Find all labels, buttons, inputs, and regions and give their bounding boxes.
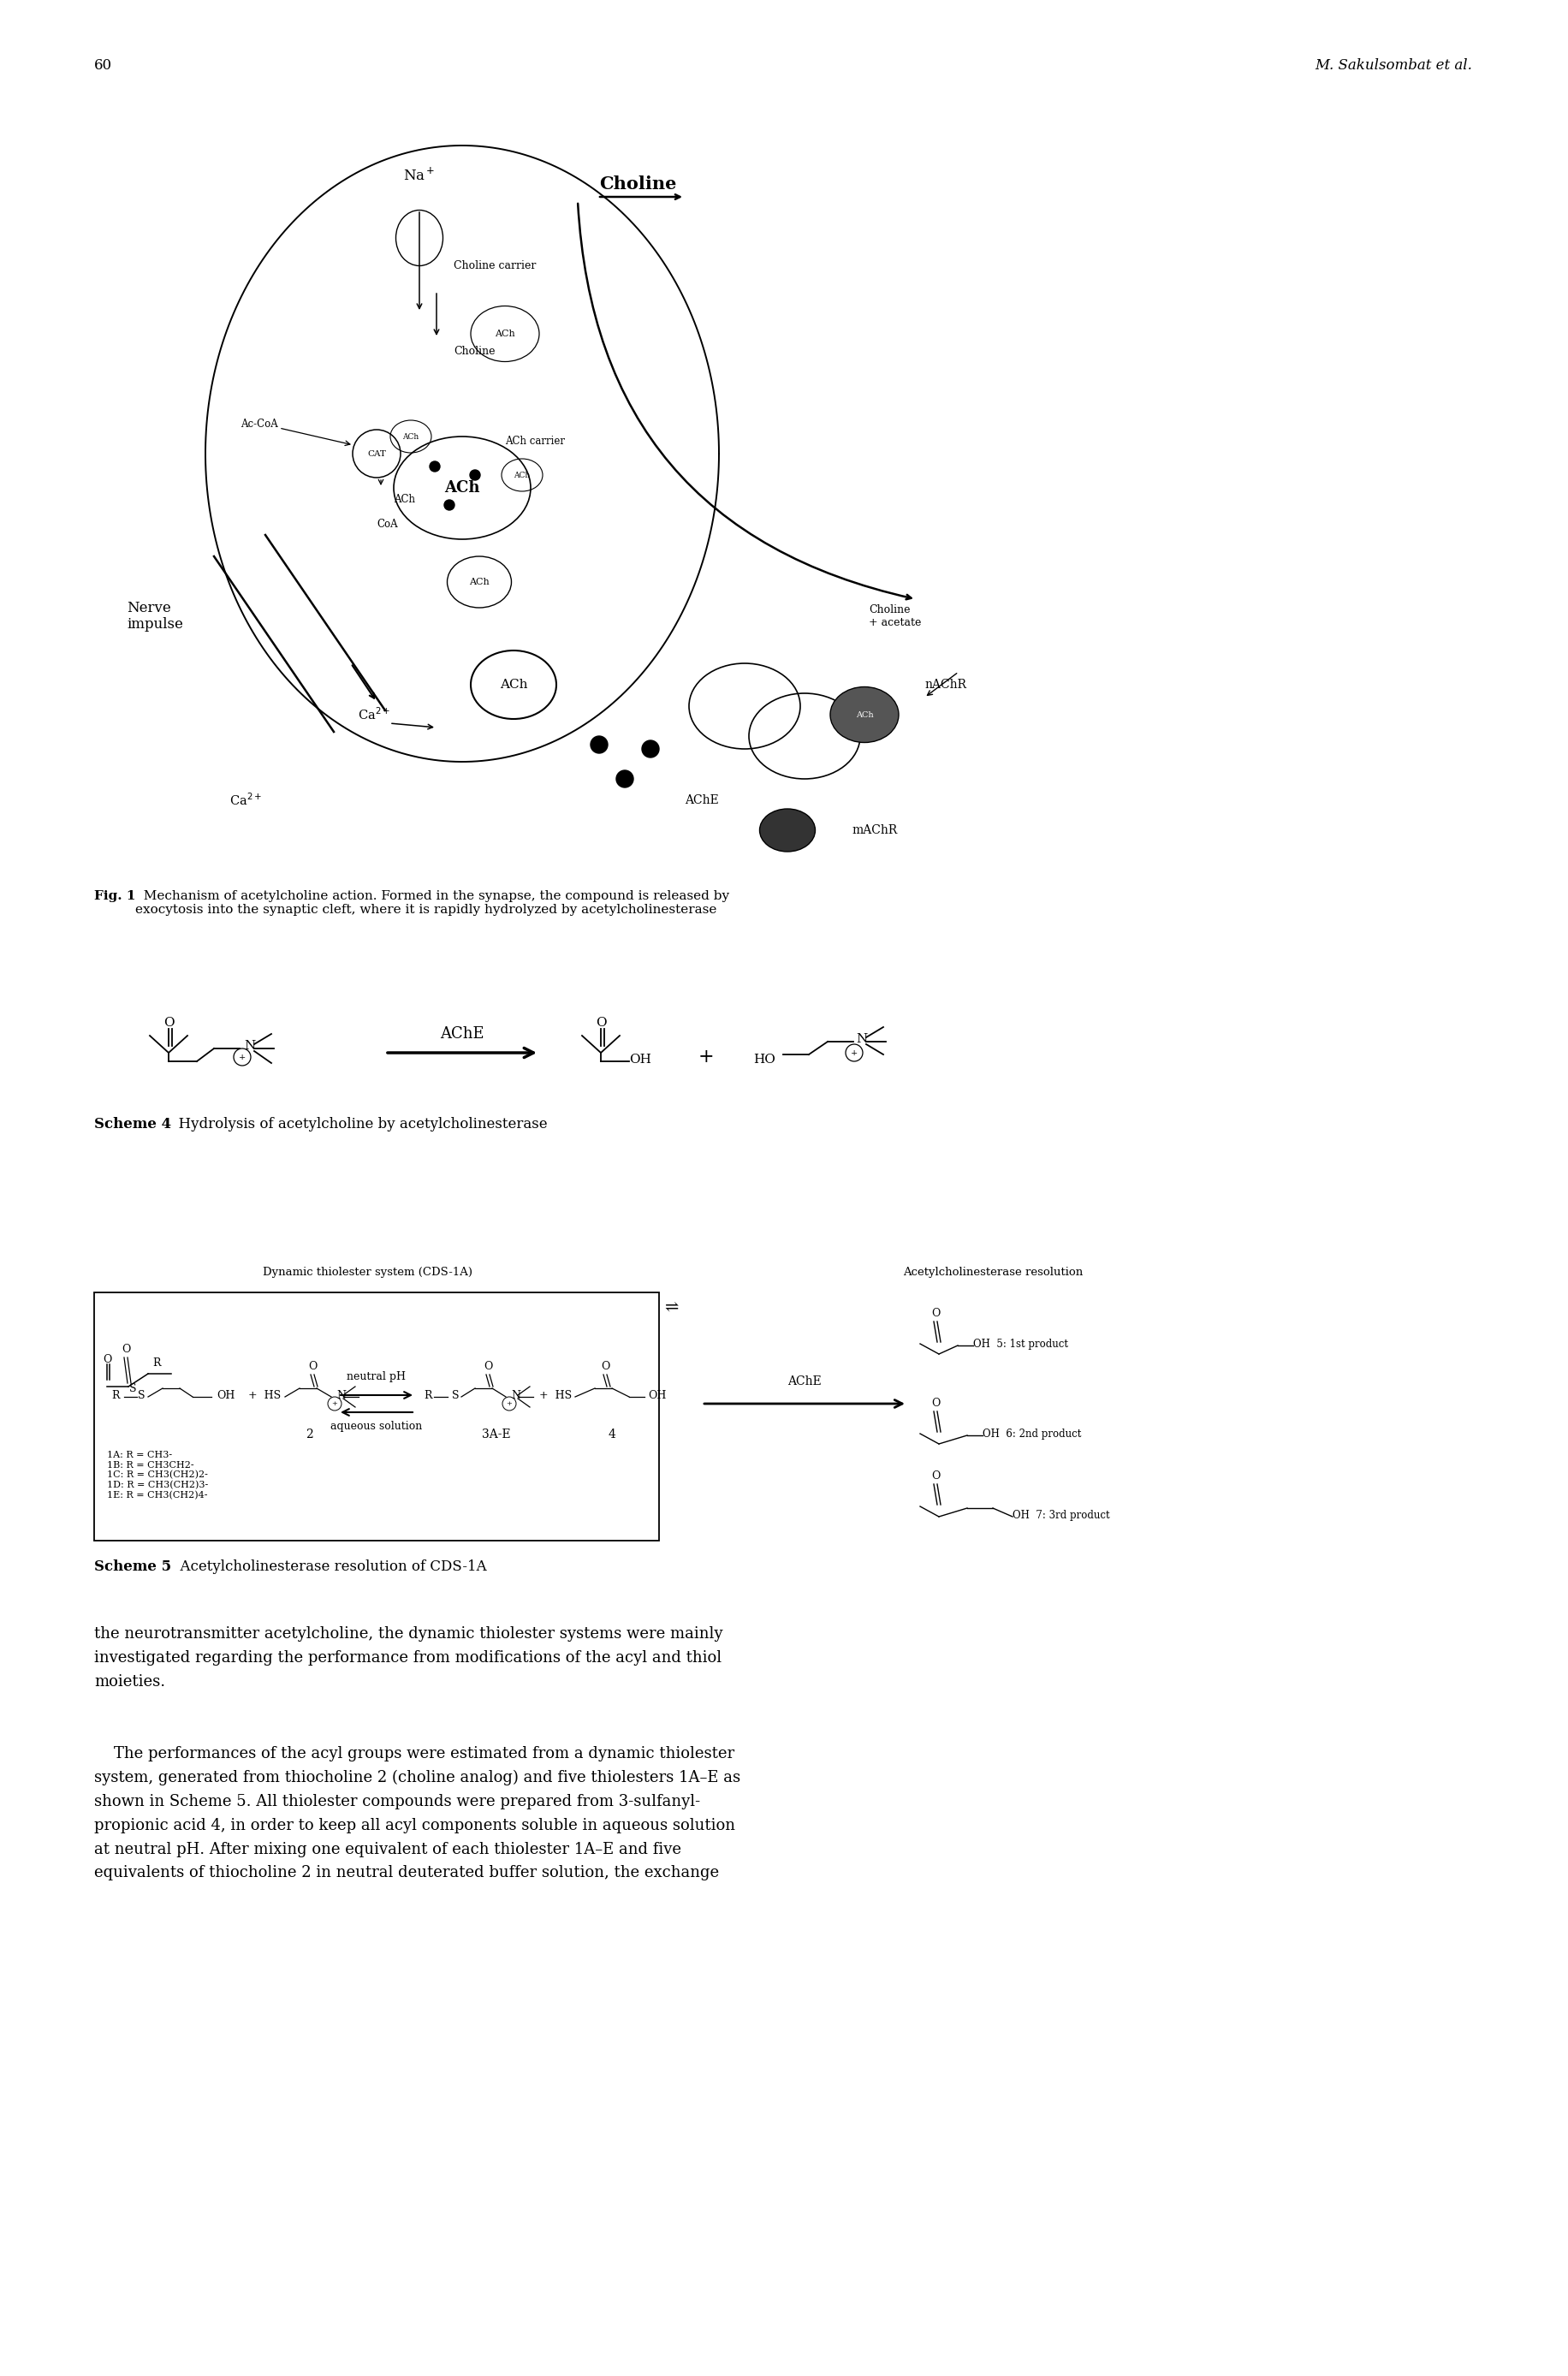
Text: Scheme 4: Scheme 4: [94, 1117, 171, 1131]
Text: Choline: Choline: [453, 345, 495, 356]
Circle shape: [470, 470, 480, 480]
Text: OH: OH: [216, 1390, 235, 1402]
Text: the neurotransmitter acetylcholine, the dynamic thiolester systems were mainly
i: the neurotransmitter acetylcholine, the …: [94, 1625, 723, 1689]
Text: Choline carrier: Choline carrier: [453, 259, 536, 271]
Circle shape: [444, 499, 455, 511]
Text: Ac-CoA: Ac-CoA: [240, 418, 278, 430]
Text: O: O: [596, 1017, 605, 1029]
Text: O: O: [102, 1354, 111, 1364]
Text: ACh: ACh: [403, 432, 419, 440]
Text: ACh: ACh: [499, 680, 527, 691]
Text: Nerve
impulse: Nerve impulse: [127, 601, 183, 632]
Text: aqueous solution: aqueous solution: [331, 1421, 422, 1433]
Text: R: R: [111, 1390, 119, 1402]
Text: S: S: [129, 1383, 136, 1395]
Text: S: S: [452, 1390, 459, 1402]
Circle shape: [430, 461, 439, 470]
Text: Choline: Choline: [599, 176, 676, 192]
Text: HO: HO: [753, 1053, 775, 1064]
Text: ACh: ACh: [394, 494, 416, 504]
Text: O: O: [930, 1471, 939, 1483]
Circle shape: [590, 737, 607, 753]
Text: ACh: ACh: [855, 710, 873, 718]
Text: +: +: [698, 1048, 713, 1067]
Text: O: O: [601, 1361, 610, 1371]
Text: Mechanism of acetylcholine action. Formed in the synapse, the compound is releas: Mechanism of acetylcholine action. Forme…: [135, 891, 729, 917]
Text: ACh: ACh: [444, 480, 480, 497]
Text: O: O: [307, 1361, 317, 1371]
Text: 3A-E: 3A-E: [481, 1428, 511, 1440]
Text: OH  7: 3rd product: OH 7: 3rd product: [1011, 1509, 1109, 1521]
Text: CAT: CAT: [367, 449, 386, 459]
Text: O: O: [483, 1361, 492, 1371]
Text: N: N: [511, 1390, 521, 1402]
Text: nAChR: nAChR: [924, 680, 966, 691]
Text: OH: OH: [629, 1053, 651, 1064]
Text: +: +: [506, 1399, 511, 1407]
Text: Fig. 1: Fig. 1: [94, 891, 135, 903]
Text: Ca$^{2+}$: Ca$^{2+}$: [229, 791, 262, 808]
Text: R: R: [423, 1390, 431, 1402]
Ellipse shape: [829, 687, 898, 744]
Text: ACh: ACh: [469, 577, 489, 587]
Text: The performances of the acyl groups were estimated from a dynamic thiolester
sys: The performances of the acyl groups were…: [94, 1746, 740, 1882]
Text: neutral pH: neutral pH: [347, 1371, 406, 1383]
Text: Dynamic thiolester system (CDS-1A): Dynamic thiolester system (CDS-1A): [263, 1266, 472, 1278]
Text: Na$^+$: Na$^+$: [403, 166, 436, 183]
Text: OH: OH: [648, 1390, 666, 1402]
Text: M. Sakulsombat et al.: M. Sakulsombat et al.: [1314, 57, 1471, 74]
Circle shape: [641, 741, 659, 758]
Text: ACh: ACh: [494, 330, 514, 337]
Text: Ca$^{2+}$: Ca$^{2+}$: [358, 706, 390, 722]
Text: +: +: [238, 1053, 246, 1062]
Text: +: +: [850, 1048, 858, 1057]
Text: 2: 2: [306, 1428, 312, 1440]
Text: +  HS: + HS: [248, 1390, 281, 1402]
Text: OH  5: 1st product: OH 5: 1st product: [972, 1338, 1068, 1350]
Text: R: R: [152, 1357, 160, 1369]
Text: Scheme 5: Scheme 5: [94, 1559, 171, 1573]
Text: N: N: [336, 1390, 345, 1402]
Circle shape: [616, 770, 633, 786]
Text: S: S: [138, 1390, 144, 1402]
Text: ACh: ACh: [514, 470, 530, 480]
Text: 4: 4: [608, 1428, 615, 1440]
Text: O: O: [121, 1345, 130, 1354]
Text: CoA: CoA: [376, 518, 397, 530]
Text: N: N: [243, 1041, 256, 1053]
Text: 1A: R = CH3-
1B: R = CH3CH2-
1C: R = CH3(CH2)2-
1D: R = CH3(CH2)3-
1E: R = CH3(C: 1A: R = CH3- 1B: R = CH3CH2- 1C: R = CH3…: [107, 1452, 209, 1499]
Text: AChE: AChE: [441, 1026, 485, 1041]
Text: AChE: AChE: [787, 1376, 822, 1388]
Text: Hydrolysis of acetylcholine by acetylcholinesterase: Hydrolysis of acetylcholine by acetylcho…: [169, 1117, 547, 1131]
Text: ACh carrier: ACh carrier: [505, 435, 564, 447]
Text: Choline
+ acetate: Choline + acetate: [869, 604, 920, 627]
Text: ⇌: ⇌: [665, 1300, 679, 1314]
Text: O: O: [930, 1397, 939, 1409]
Text: O: O: [163, 1017, 174, 1029]
Text: N: N: [856, 1034, 867, 1045]
Text: Acetylcholinesterase resolution of CDS-1A: Acetylcholinesterase resolution of CDS-1…: [171, 1559, 486, 1573]
Text: 60: 60: [94, 57, 113, 74]
Bar: [94, 1293, 659, 1540]
Text: O: O: [930, 1307, 939, 1319]
Ellipse shape: [759, 808, 815, 851]
Text: +: +: [331, 1399, 337, 1407]
Text: mAChR: mAChR: [851, 824, 897, 836]
Text: +  HS: + HS: [539, 1390, 571, 1402]
Text: AChE: AChE: [685, 794, 718, 805]
Text: Acetylcholinesterase resolution: Acetylcholinesterase resolution: [902, 1266, 1082, 1278]
Text: OH  6: 2nd product: OH 6: 2nd product: [982, 1428, 1080, 1440]
